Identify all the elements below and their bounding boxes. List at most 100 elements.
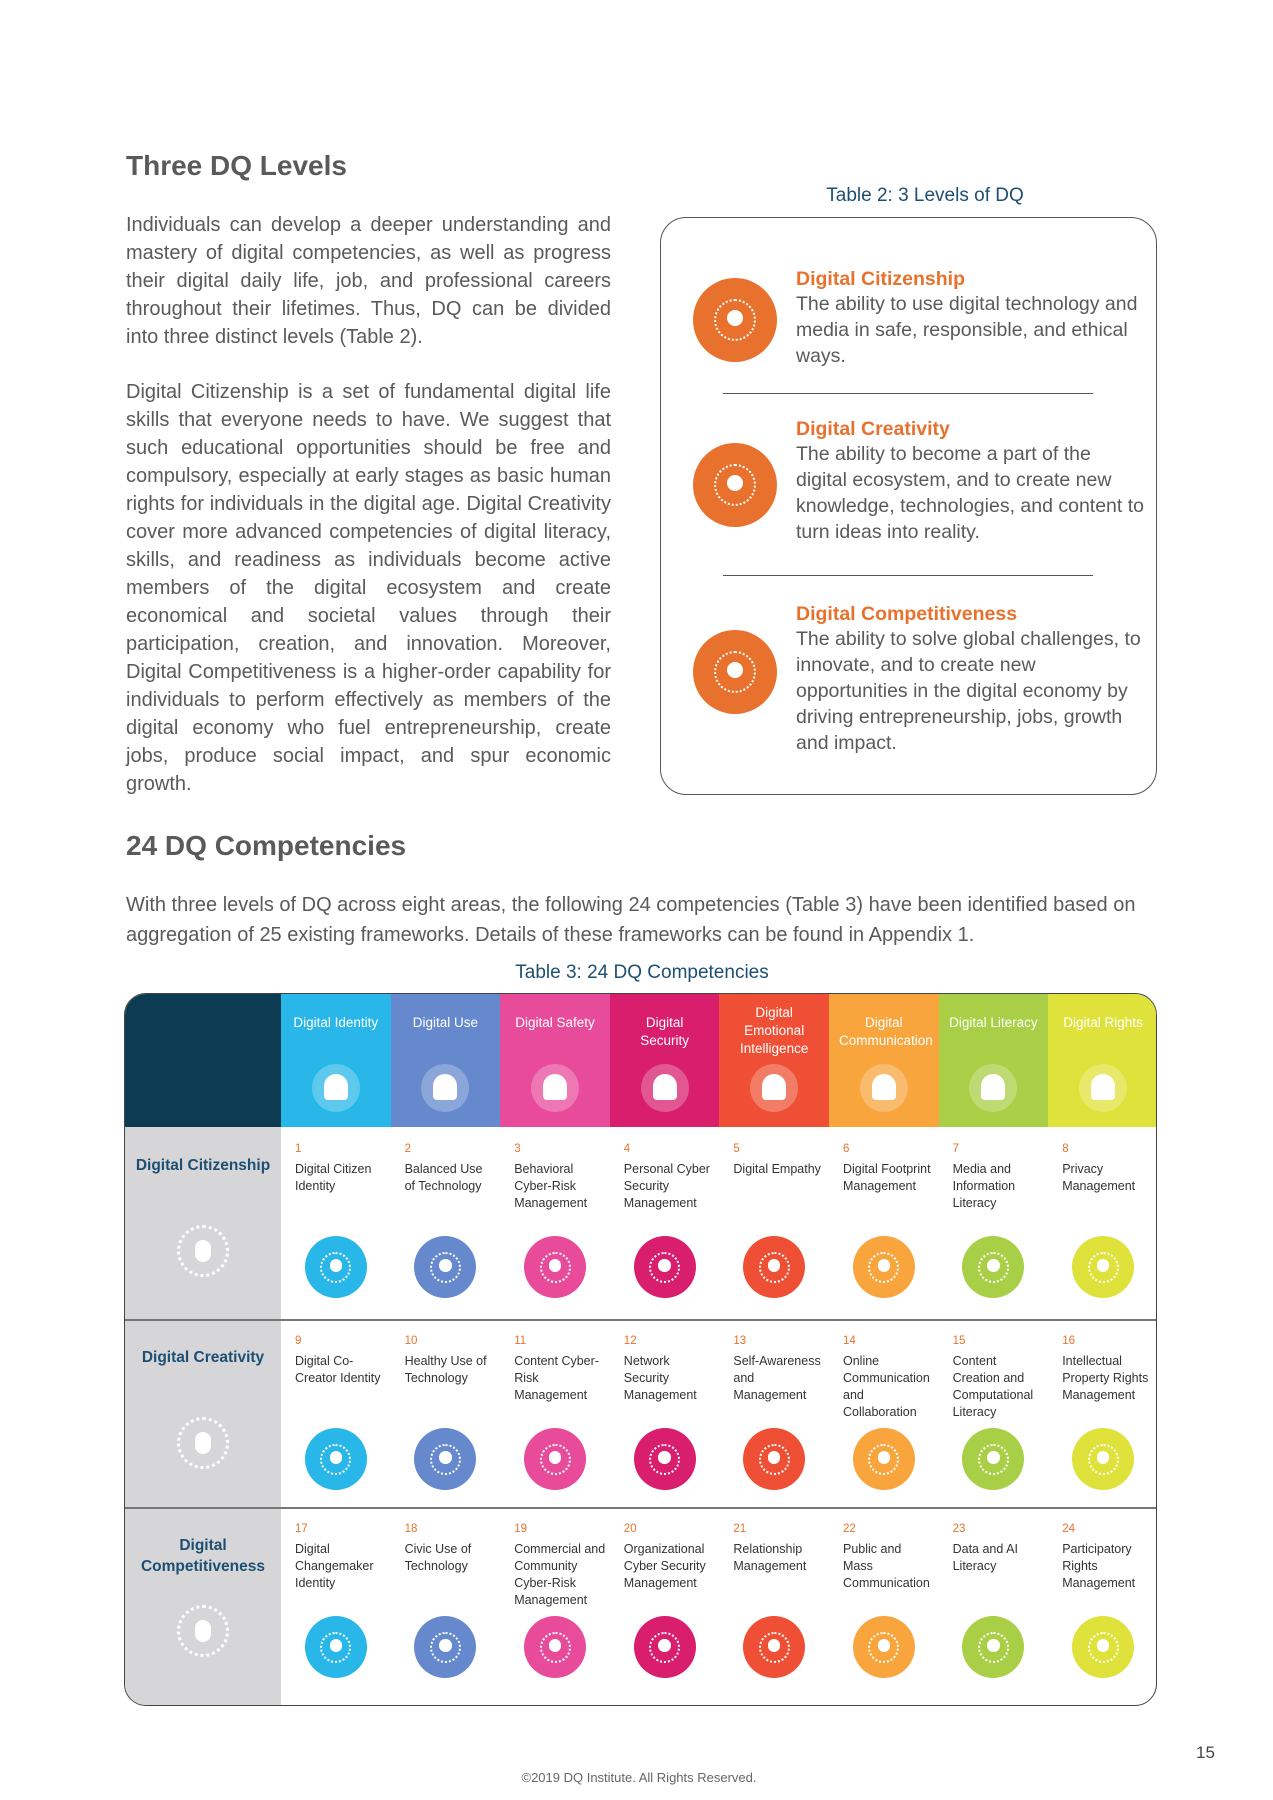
icon-glyph bbox=[329, 1451, 342, 1464]
icon-glyph bbox=[981, 1074, 1006, 1100]
level-name: Digital Creativity bbox=[141, 1349, 265, 1366]
icon-glyph bbox=[429, 1631, 461, 1663]
icon-glyph bbox=[987, 1639, 1000, 1652]
row-separator bbox=[125, 1319, 1156, 1321]
header-corner bbox=[125, 994, 281, 1127]
icon-glyph bbox=[429, 1251, 461, 1283]
competency-name: Online Communication and Collaboration bbox=[843, 1354, 930, 1419]
icon-glyph bbox=[977, 1443, 1009, 1475]
competency-name: Commercial and Community Cyber-Risk Mana… bbox=[514, 1542, 606, 1607]
level-description: The ability to become a part of the digi… bbox=[796, 443, 1145, 543]
icon bbox=[304, 1616, 367, 1678]
competency-number: 23 bbox=[952, 1523, 966, 1535]
paragraph: Individuals can develop a deeper underst… bbox=[126, 214, 611, 348]
icon-glyph bbox=[439, 1259, 452, 1272]
icon-glyph bbox=[987, 1259, 1000, 1272]
icon-glyph bbox=[320, 1251, 352, 1283]
icon bbox=[524, 1616, 586, 1678]
area-icon bbox=[1078, 1064, 1127, 1112]
icon-glyph bbox=[767, 1451, 781, 1464]
icon bbox=[414, 1428, 477, 1490]
area-header: Digital Emotional Intelligence bbox=[719, 994, 830, 1127]
icon-glyph bbox=[195, 1432, 211, 1454]
area-header: Digital Literacy bbox=[938, 994, 1049, 1127]
level-icon bbox=[177, 1605, 229, 1657]
paragraph: With three levels of DQ across eight are… bbox=[126, 894, 1136, 946]
competency-name: Privacy Management bbox=[1062, 1162, 1136, 1193]
competency-number: 6 bbox=[843, 1143, 850, 1155]
icon-glyph bbox=[758, 1251, 790, 1283]
icon-glyph bbox=[1096, 1451, 1110, 1464]
competency-number: 16 bbox=[1062, 1335, 1075, 1347]
icon-glyph bbox=[767, 1639, 781, 1652]
icon-glyph bbox=[987, 1451, 1000, 1464]
icon-glyph bbox=[320, 1631, 352, 1663]
area-name: Digital Identity bbox=[293, 1015, 379, 1030]
icon-glyph bbox=[649, 1251, 681, 1283]
icon-glyph bbox=[726, 661, 744, 679]
area-header: Digital Use bbox=[390, 994, 501, 1127]
level-description: The ability to solve global challenges, … bbox=[796, 628, 1141, 754]
area-header: Digital Communication bbox=[829, 994, 940, 1127]
icon-glyph bbox=[1087, 1443, 1119, 1475]
separator bbox=[723, 393, 1093, 394]
icon-glyph bbox=[649, 1631, 681, 1663]
icon-glyph bbox=[329, 1639, 342, 1652]
icon-glyph bbox=[762, 1074, 787, 1100]
competency-name: Digital Footprint Management bbox=[843, 1162, 931, 1193]
competency-number: 14 bbox=[843, 1335, 856, 1347]
competency-name: Self-Awareness and Management bbox=[733, 1354, 821, 1402]
icon bbox=[1072, 1236, 1134, 1298]
icon bbox=[962, 1236, 1025, 1298]
icon-glyph bbox=[877, 1639, 890, 1652]
icon-glyph bbox=[539, 1251, 571, 1283]
icon-glyph bbox=[977, 1631, 1009, 1663]
icon-glyph bbox=[868, 1251, 900, 1283]
competency-name: Balanced Use of Technology bbox=[404, 1162, 483, 1193]
area-header: Digital Rights bbox=[1048, 994, 1156, 1127]
icon bbox=[962, 1428, 1025, 1490]
icon-glyph bbox=[658, 1451, 671, 1464]
area-icon bbox=[969, 1064, 1018, 1112]
icon-glyph bbox=[868, 1631, 900, 1663]
level-title: Digital Competitiveness bbox=[796, 603, 1018, 625]
row-separator bbox=[125, 1507, 1156, 1509]
competency-number: 11 bbox=[514, 1335, 527, 1347]
area-icon bbox=[640, 1064, 689, 1112]
icon bbox=[414, 1616, 477, 1678]
competency-name: Media and Information Literacy bbox=[952, 1162, 1016, 1210]
level-name: Digital Competitiveness bbox=[140, 1537, 266, 1575]
section-title: 24 DQ Competencies bbox=[126, 830, 407, 861]
level-name: Digital Citizenship bbox=[135, 1157, 271, 1174]
icon-glyph bbox=[539, 1443, 571, 1475]
icon-glyph bbox=[726, 309, 744, 327]
area-name: Digital Use bbox=[412, 1015, 479, 1030]
section-title: Three DQ Levels bbox=[126, 150, 347, 181]
competency-name: Data and AI Literacy bbox=[952, 1542, 1018, 1573]
icon-glyph bbox=[195, 1620, 211, 1642]
competency-name: Digital Changemaker Identity bbox=[295, 1542, 374, 1590]
icon-glyph bbox=[652, 1074, 677, 1100]
icon bbox=[743, 1236, 806, 1298]
icon-glyph bbox=[977, 1251, 1009, 1283]
competency-number: 18 bbox=[404, 1523, 418, 1535]
icon bbox=[1072, 1428, 1134, 1490]
competency-number: 13 bbox=[733, 1335, 747, 1347]
icon bbox=[693, 278, 777, 362]
competency-number: 19 bbox=[514, 1523, 527, 1535]
icon-glyph bbox=[439, 1451, 452, 1464]
competency-name: Organizational Cyber Security Management bbox=[623, 1542, 706, 1590]
level-title: Digital Creativity bbox=[796, 418, 950, 440]
table-caption: Table 2: 3 Levels of DQ bbox=[826, 185, 1024, 206]
area-name: Digital Emotional Intelligence bbox=[740, 1005, 809, 1056]
competency-number: 21 bbox=[733, 1523, 747, 1535]
competency-name: Network Security Management bbox=[623, 1354, 697, 1402]
competency-number: 17 bbox=[295, 1523, 308, 1535]
competency-name: Digital Citizen Identity bbox=[295, 1162, 372, 1193]
competency-number: 9 bbox=[295, 1335, 302, 1347]
icon bbox=[743, 1616, 806, 1678]
icon-glyph bbox=[439, 1639, 452, 1652]
icon-glyph bbox=[1087, 1251, 1119, 1283]
competency-number: 4 bbox=[623, 1143, 631, 1155]
